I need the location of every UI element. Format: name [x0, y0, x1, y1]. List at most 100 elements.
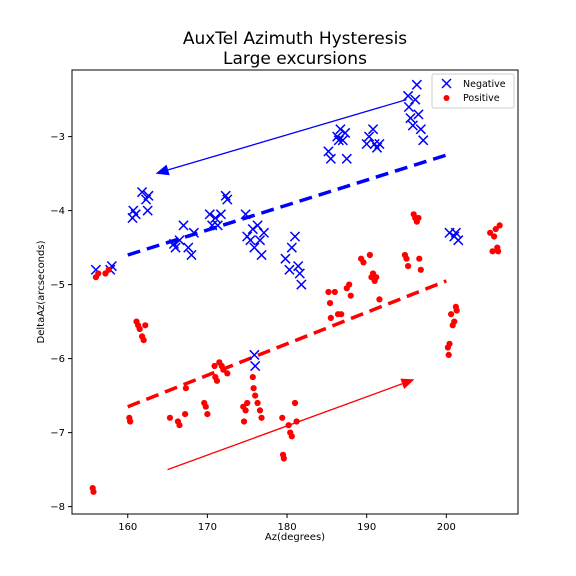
point-negative-stroke [220, 190, 231, 201]
point-positive [258, 414, 265, 421]
point-positive [491, 233, 498, 240]
arrow-positive-direction-shaft [167, 383, 403, 471]
point-negative-stroke [249, 349, 260, 361]
point-negative [254, 235, 266, 246]
plot-area [89, 79, 503, 495]
legend-label-positive: Positive [463, 93, 500, 104]
point-negative-stroke [249, 242, 260, 253]
point-negative-stroke [418, 135, 429, 146]
point-positive [105, 266, 112, 273]
point-negative [335, 124, 346, 135]
point-negative-stroke [450, 227, 462, 238]
point-negative [204, 209, 215, 220]
point-negative [289, 231, 301, 242]
point-negative-stroke [143, 190, 154, 201]
point-positive [416, 255, 423, 262]
point-positive [220, 366, 227, 373]
point-positive [496, 222, 503, 229]
arrow-negative-direction-head [155, 164, 170, 176]
point-negative-stroke [186, 249, 197, 261]
point-negative [410, 94, 421, 105]
point-positive [346, 281, 353, 288]
point-positive [373, 274, 380, 281]
point-positive [338, 311, 345, 318]
point-negative [280, 253, 291, 264]
point-negative-stroke [411, 79, 422, 90]
point-negative-stroke [254, 235, 266, 246]
chart-title-line-1: AuxTel Azimuth Hysteresis [183, 29, 407, 49]
point-negative [186, 249, 197, 261]
point-negative-stroke [369, 138, 380, 150]
trend-line-positive-trend [127, 279, 447, 409]
point-negative-stroke [136, 186, 148, 198]
point-negative-stroke [289, 231, 301, 242]
point-negative-stroke [188, 227, 199, 238]
point-negative [413, 109, 424, 120]
point-positive [182, 385, 189, 392]
legend-label-negative: Negative [463, 79, 506, 90]
point-negative [407, 120, 419, 131]
point-negative-stroke [294, 268, 305, 279]
point-positive [415, 214, 422, 222]
point-negative-stroke [204, 209, 215, 220]
point-negative-stroke [90, 264, 102, 275]
y-tick-label: −4 [50, 206, 65, 217]
point-negative [453, 235, 464, 246]
point-negative [247, 223, 258, 235]
point-negative [178, 220, 189, 231]
point-negative [402, 90, 414, 102]
point-positive [213, 377, 221, 384]
x-tick-label: 200 [437, 522, 456, 533]
point-positive [211, 362, 218, 370]
point-negative [367, 124, 379, 135]
point-positive [181, 411, 189, 418]
point-positive [404, 263, 412, 270]
point-negative-stroke [128, 205, 139, 216]
point-positive [250, 385, 257, 392]
legend-marker-positive [443, 95, 450, 101]
point-positive [448, 311, 455, 318]
point-negative [325, 153, 336, 164]
point-positive [327, 314, 334, 321]
point-positive [95, 270, 102, 277]
x-axis-label: Az(degrees) [265, 532, 325, 543]
point-negative-stroke [332, 131, 343, 142]
point-negative [215, 209, 227, 220]
chart-title-line-2: Large excursions [223, 49, 367, 69]
point-positive [140, 337, 147, 344]
point-negative [415, 124, 426, 135]
point-negative-stroke [341, 153, 352, 164]
point-negative [323, 146, 334, 157]
point-positive [166, 414, 174, 421]
point-positive [291, 399, 299, 407]
point-negative [174, 235, 185, 246]
point-negative-stroke [337, 135, 348, 146]
point-positive [451, 318, 458, 325]
point-positive [279, 414, 286, 421]
point-negative [250, 360, 261, 372]
x-tick-label: 170 [198, 522, 217, 533]
point-positive [176, 422, 183, 429]
point-positive [376, 296, 383, 303]
point-negative-stroke [252, 220, 263, 231]
point-negative [212, 220, 223, 231]
point-negative-stroke [210, 212, 221, 224]
point-negative [240, 209, 251, 220]
point-positive [325, 288, 332, 296]
trend-line-negative-trend [127, 153, 447, 257]
point-negative [183, 242, 194, 253]
point-negative-stroke [142, 205, 153, 216]
point-negative [296, 279, 307, 290]
point-negative-stroke [212, 220, 223, 231]
point-positive [489, 248, 496, 255]
point-negative-stroke [453, 235, 464, 246]
point-negative [143, 190, 154, 201]
point-negative [411, 79, 422, 90]
point-negative [136, 186, 148, 198]
point-negative-stroke [402, 90, 414, 102]
point-positive [254, 399, 261, 407]
point-negative [249, 349, 260, 361]
point-negative-stroke [178, 220, 189, 231]
point-positive [90, 488, 97, 495]
point-negative-stroke [415, 124, 426, 135]
